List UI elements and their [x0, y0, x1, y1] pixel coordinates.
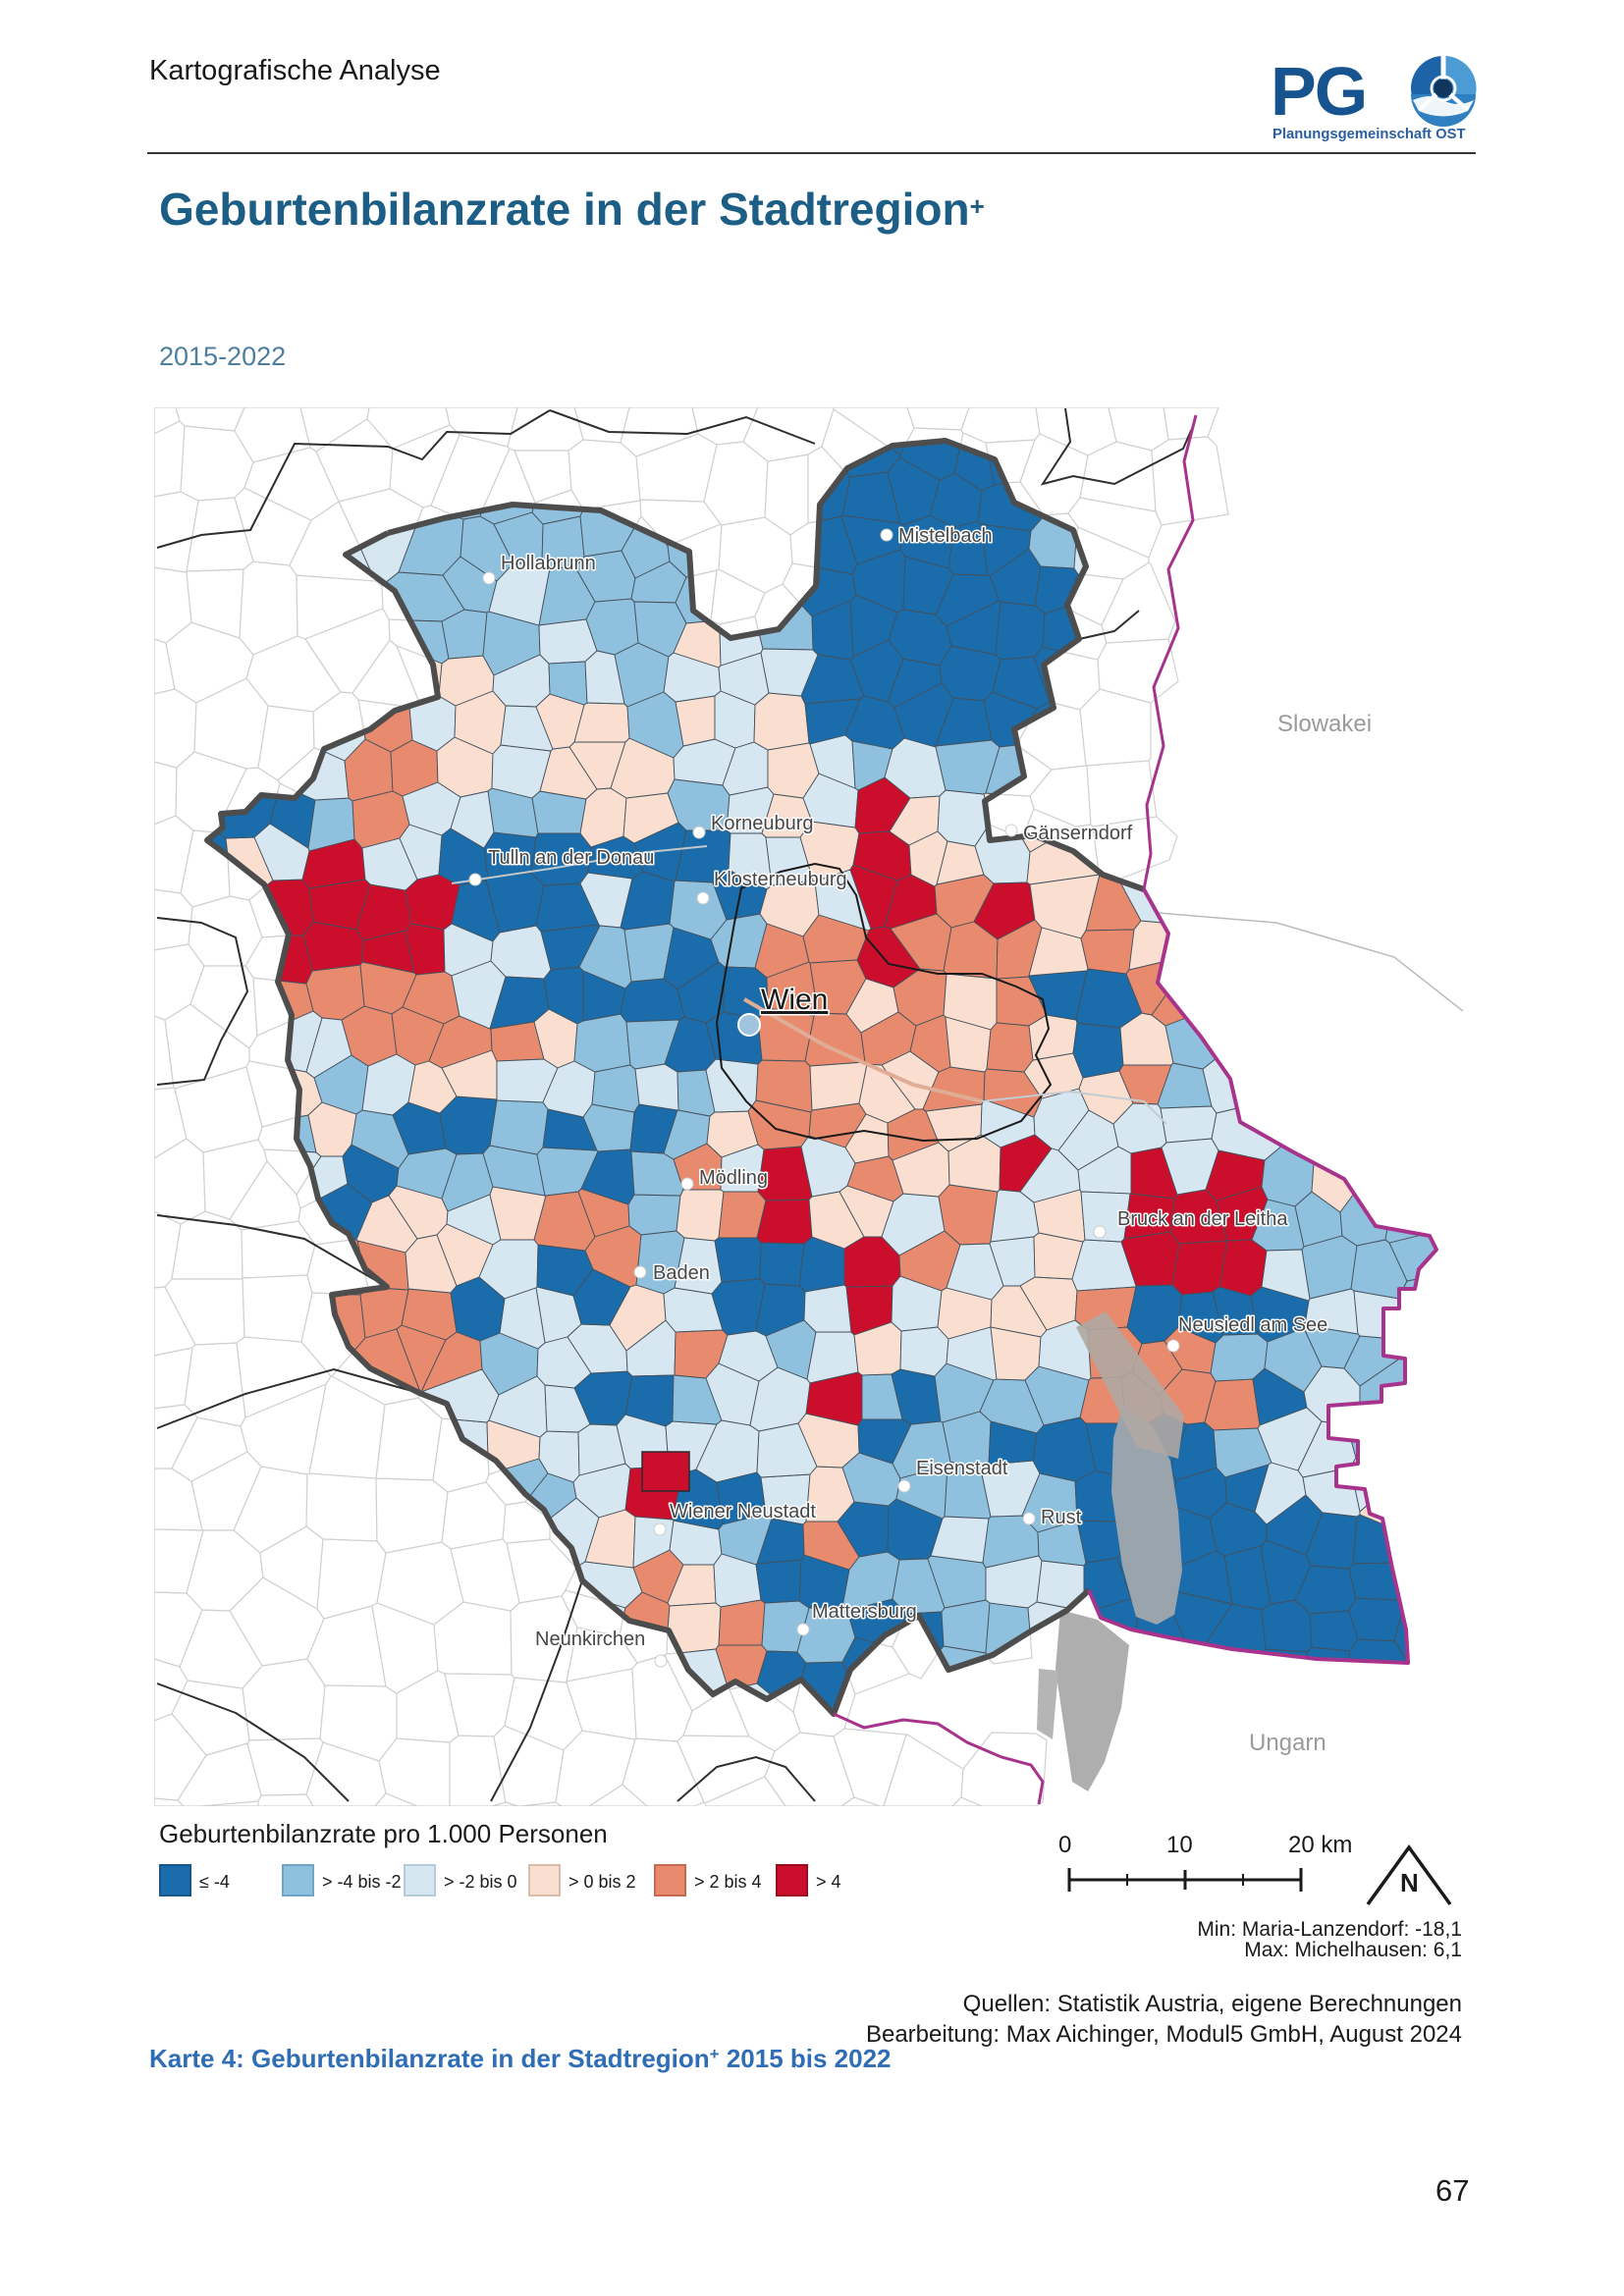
svg-text:10: 10 [1166, 1832, 1193, 1858]
svg-text:Planungsgemeinschaft OST: Planungsgemeinschaft OST [1272, 127, 1466, 142]
svg-text:Mistelbach: Mistelbach [898, 525, 993, 547]
svg-text:Neusiedl am See: Neusiedl am See [1178, 1314, 1327, 1336]
svg-text:Ungarn: Ungarn [1249, 1730, 1326, 1756]
svg-text:Klosterneuburg: Klosterneuburg [714, 869, 847, 890]
svg-text:Bruck an der Leitha: Bruck an der Leitha [1117, 1208, 1288, 1230]
svg-text:Gänserndorf: Gänserndorf [1023, 823, 1133, 844]
svg-text:Tulln an der Donau: Tulln an der Donau [488, 847, 654, 869]
svg-text:Wien: Wien [761, 984, 828, 1016]
svg-text:0: 0 [1058, 1832, 1071, 1858]
svg-text:Neunkirchen: Neunkirchen [535, 1629, 645, 1650]
svg-text:Mödling: Mödling [699, 1167, 768, 1189]
svg-text:Korneuburg: Korneuburg [711, 813, 814, 834]
svg-text:20 km: 20 km [1288, 1832, 1352, 1858]
svg-text:Hollabrunn: Hollabrunn [501, 553, 596, 574]
svg-text:Rust: Rust [1041, 1507, 1082, 1528]
svg-text:N: N [1400, 1868, 1419, 1897]
svg-text:Baden: Baden [653, 1262, 710, 1284]
svg-text:Mattersburg: Mattersburg [812, 1601, 917, 1623]
svg-text:Eisenstadt: Eisenstadt [916, 1458, 1008, 1479]
svg-text:PG: PG [1271, 55, 1366, 130]
svg-text:Slowakei: Slowakei [1277, 711, 1372, 737]
svg-text:Wiener Neustadt: Wiener Neustadt [670, 1501, 816, 1522]
